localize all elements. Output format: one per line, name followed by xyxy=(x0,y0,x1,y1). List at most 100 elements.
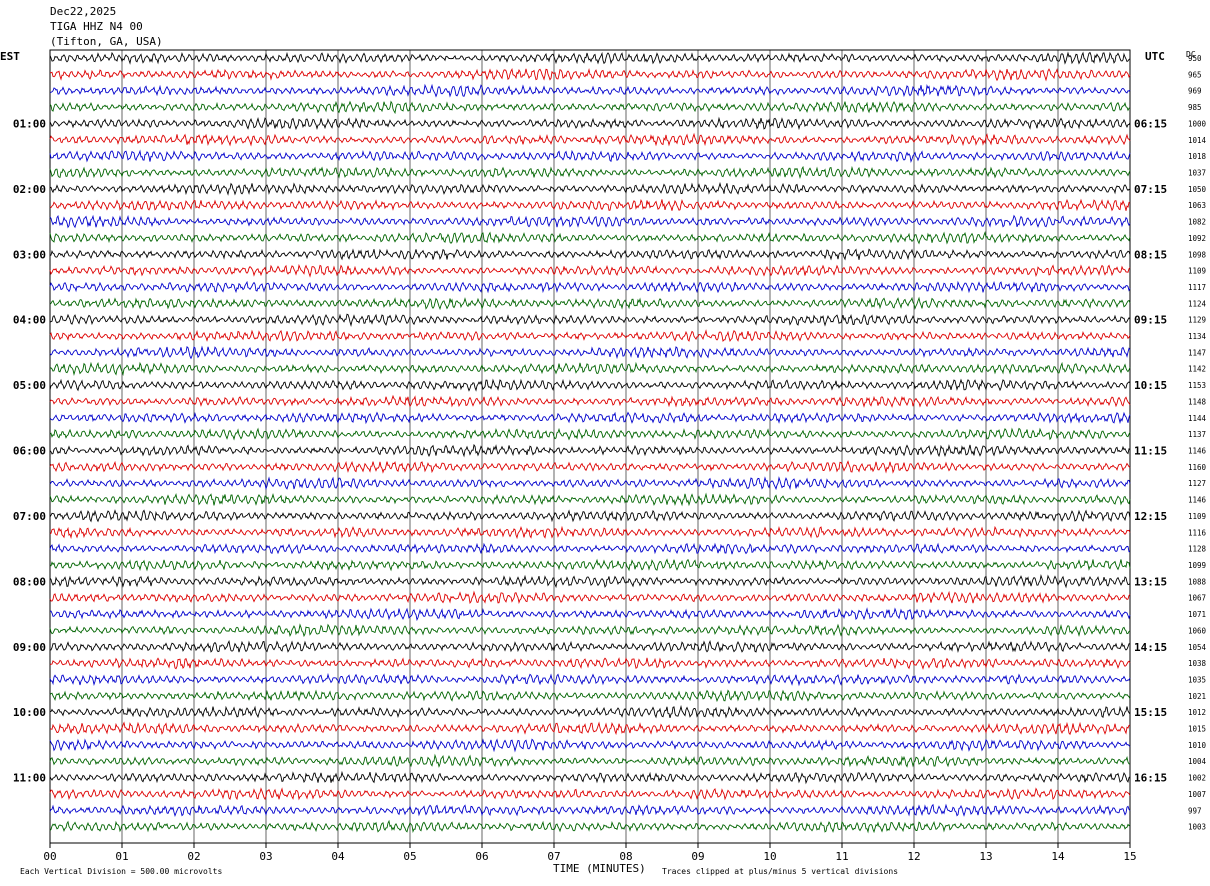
dc-offset-label: 1035 xyxy=(1188,675,1206,684)
dc-offset-label: 1088 xyxy=(1188,577,1207,586)
dc-offset-label: 1146 xyxy=(1188,496,1207,505)
seismic-trace xyxy=(49,394,1131,408)
seismic-trace xyxy=(49,51,1131,65)
est-hour-label: 01:00 xyxy=(13,117,46,130)
seismic-trace xyxy=(49,248,1131,261)
x-tick-label: 11 xyxy=(835,850,848,863)
seismic-trace xyxy=(49,639,1131,653)
seismic-trace xyxy=(49,689,1131,703)
dc-offset-label: 1124 xyxy=(1188,299,1207,308)
dc-offset-label: 1092 xyxy=(1188,234,1206,243)
est-hour-label: 02:00 xyxy=(13,183,46,196)
seismic-trace xyxy=(49,83,1131,98)
clip-note: Traces clipped at plus/minus 5 vertical … xyxy=(662,867,899,876)
x-tick-label: 02 xyxy=(187,850,200,863)
utc-hour-label: 08:15 xyxy=(1134,248,1167,261)
seismic-trace xyxy=(49,378,1131,392)
x-tick-label: 06 xyxy=(475,850,488,863)
dc-offset-label: 950 xyxy=(1188,54,1202,63)
seismic-trace xyxy=(49,411,1131,425)
dc-offset-label: 1012 xyxy=(1188,708,1206,717)
dc-offset-label: 1004 xyxy=(1188,757,1207,766)
seismic-trace xyxy=(49,231,1131,245)
dc-offset-label: 1082 xyxy=(1188,218,1206,227)
dc-offset-label: 1134 xyxy=(1188,332,1207,341)
dc-offset-label: 1007 xyxy=(1188,790,1206,799)
dc-offset-label: 969 xyxy=(1188,87,1202,96)
dc-offset-label: 985 xyxy=(1188,103,1202,112)
seismic-trace xyxy=(49,819,1131,834)
dc-offset-label: 1127 xyxy=(1188,479,1206,488)
utc-hour-label: 09:15 xyxy=(1134,314,1167,327)
dc-offset-label: 1146 xyxy=(1188,447,1207,456)
dc-offset-label: 1128 xyxy=(1188,545,1207,554)
seismic-trace xyxy=(49,67,1131,82)
dc-offset-label: 1050 xyxy=(1188,185,1207,194)
utc-hour-label: 10:15 xyxy=(1134,379,1167,392)
seismic-trace xyxy=(49,738,1131,753)
est-hour-label: 10:00 xyxy=(13,706,46,719)
est-hour-label: 09:00 xyxy=(13,641,46,654)
dc-offset-label: 1129 xyxy=(1188,316,1206,325)
seismic-trace xyxy=(49,100,1131,115)
seismic-trace xyxy=(49,263,1131,278)
dc-offset-label: 1147 xyxy=(1188,348,1206,357)
seismic-trace xyxy=(49,657,1131,670)
dc-offset-label: 1015 xyxy=(1188,725,1206,734)
dc-offset-label: 1067 xyxy=(1188,594,1206,603)
dc-offset-label: 997 xyxy=(1188,806,1202,815)
est-hour-label: 04:00 xyxy=(13,314,46,327)
seismic-trace xyxy=(49,753,1131,768)
dc-offset-label: 1144 xyxy=(1188,414,1207,423)
seismic-trace xyxy=(49,558,1131,572)
seismic-trace xyxy=(49,770,1131,785)
x-tick-label: 14 xyxy=(1051,850,1065,863)
seismic-trace xyxy=(49,214,1131,229)
dc-offset-label: 1099 xyxy=(1188,561,1206,570)
seismic-trace xyxy=(49,296,1131,311)
seismic-trace xyxy=(49,721,1131,736)
x-tick-label: 08 xyxy=(619,850,632,863)
seismic-trace xyxy=(49,476,1131,491)
dc-header-label: DC xyxy=(1186,50,1196,59)
dc-offset-label: 1117 xyxy=(1188,283,1206,292)
seismic-trace xyxy=(49,460,1131,474)
dc-offset-label: 1054 xyxy=(1188,643,1207,652)
dc-offset-label: 1060 xyxy=(1188,626,1207,635)
est-hour-label: 06:00 xyxy=(13,445,46,458)
utc-hour-label: 14:15 xyxy=(1134,641,1167,654)
est-hour-label: 07:00 xyxy=(13,510,46,523)
seismic-trace xyxy=(49,181,1131,196)
utc-hour-label: 13:15 xyxy=(1134,575,1167,588)
seismic-trace xyxy=(49,280,1131,294)
date-label: Dec22,2025 xyxy=(50,5,117,18)
dc-offset-label: 1071 xyxy=(1188,610,1206,619)
utc-hour-label: 11:15 xyxy=(1134,445,1167,458)
x-tick-label: 09 xyxy=(691,850,704,863)
x-tick-label: 00 xyxy=(43,850,56,863)
utc-hour-label: 15:15 xyxy=(1134,706,1167,719)
x-tick-label: 13 xyxy=(979,850,992,863)
dc-offset-label: 1098 xyxy=(1188,250,1207,259)
dc-offset-label: 1063 xyxy=(1188,201,1206,210)
dc-offset-label: 1038 xyxy=(1188,659,1207,668)
seismic-trace xyxy=(49,443,1131,458)
station-label: TIGA HHZ N4 00 xyxy=(50,20,143,33)
dc-offset-label: 1137 xyxy=(1188,430,1206,439)
x-tick-label: 10 xyxy=(763,850,776,863)
dc-offset-label: 1000 xyxy=(1188,119,1207,128)
seismic-trace xyxy=(49,607,1131,622)
est-hour-label: 11:00 xyxy=(13,772,46,785)
seismic-trace xyxy=(49,574,1131,589)
seismic-trace xyxy=(49,345,1131,360)
x-axis-title: TIME (MINUTES) xyxy=(553,862,646,875)
seismic-trace xyxy=(49,492,1131,507)
plot-frame xyxy=(49,49,1131,844)
x-tick-label: 03 xyxy=(259,850,272,863)
dc-offset-label: 1037 xyxy=(1188,168,1206,177)
seismic-trace xyxy=(49,132,1131,147)
dc-offset-label: 1142 xyxy=(1188,365,1206,374)
seismic-trace xyxy=(49,165,1131,179)
dc-offset-label: 1160 xyxy=(1188,463,1207,472)
